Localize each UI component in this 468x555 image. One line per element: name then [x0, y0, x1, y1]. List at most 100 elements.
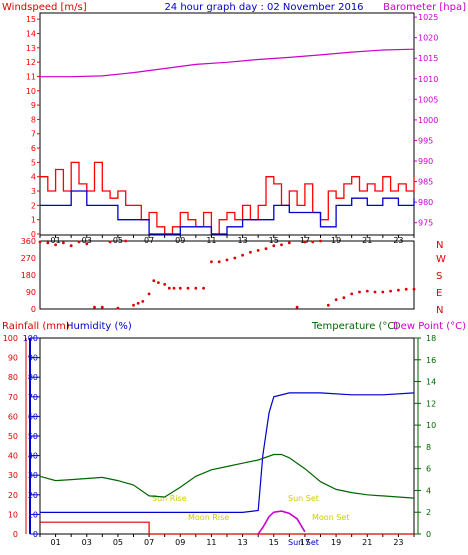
wind-y-tick-label: 5 — [31, 158, 36, 167]
wind-panel-frame — [39, 12, 415, 236]
direction-point — [163, 283, 167, 286]
direction-point — [381, 290, 385, 294]
wind-x-tick-label: 11 — [206, 236, 216, 245]
temp-y-tick-label: 8 — [426, 443, 431, 452]
wind-x-tick-label: 03 — [82, 236, 92, 245]
direction-panel-frame — [39, 240, 415, 310]
rainfall-line — [40, 521, 414, 535]
direction-point — [77, 240, 81, 244]
direction-point — [202, 286, 206, 290]
temp-y-tick-label: 12 — [426, 399, 436, 408]
wind-y-tick-label: 12 — [26, 58, 36, 67]
direction-point — [152, 279, 156, 283]
barometer-axis-label: Barometer [hpa] — [383, 2, 466, 13]
direction-point — [280, 243, 283, 247]
direction-point — [172, 286, 176, 290]
wind-y-tick-label: 13 — [26, 44, 36, 53]
direction-point — [373, 290, 377, 294]
baro-y-tick-label: 995 — [418, 136, 433, 145]
wind-y-tick-label: 15 — [26, 15, 36, 24]
direction-point — [249, 250, 252, 254]
direction-point — [69, 244, 73, 248]
direction-point — [93, 305, 96, 309]
wind-x-tick-label: 09 — [175, 236, 185, 245]
temp-panel-frame — [39, 337, 415, 535]
direction-point — [108, 240, 112, 244]
baro-y-tick-label: 985 — [418, 178, 433, 187]
baro-y-tick-label: 1010 — [418, 75, 438, 84]
direction-point — [342, 296, 346, 300]
wind-y-tick-label: 4 — [31, 173, 36, 182]
wind-y-tick-label: 7 — [31, 130, 36, 139]
direction-point — [350, 292, 354, 296]
temp-y-tick-label: 0 — [426, 530, 431, 539]
direction-point — [334, 298, 338, 301]
rain-y-tick-label: 40 — [8, 452, 18, 461]
humidity-axis-label: Humidity (%) — [66, 321, 132, 332]
wind-y-tick-label: 1 — [31, 216, 36, 225]
compass-label: S — [436, 271, 442, 282]
direction-point — [38, 240, 42, 244]
rain-y-tick-label: 90 — [8, 354, 18, 363]
temp-y-tick-label: 14 — [426, 378, 436, 387]
direction-y-tick-label: 90 — [26, 288, 36, 297]
temp-x-tick-label: 03 — [82, 538, 92, 547]
direction-point — [124, 239, 128, 243]
wind-y-tick-label: 8 — [31, 115, 36, 124]
direction-point — [85, 242, 89, 246]
wind-x-tick-label: 23 — [393, 236, 403, 245]
direction-point — [147, 292, 151, 296]
dewpoint-line — [257, 510, 306, 535]
temp-x-tick-label: 09 — [175, 538, 185, 547]
baro-y-tick-label: 1005 — [418, 95, 438, 104]
rain-y-tick-label: 20 — [8, 491, 18, 500]
temp-x-tick-label: 07 — [144, 538, 154, 547]
temp-x-tick-label: 19 — [331, 538, 341, 547]
baro-y-tick-label: 980 — [418, 198, 433, 207]
temp-y-tick-label: 4 — [426, 486, 431, 495]
direction-point — [132, 303, 135, 307]
rain-y-tick-label: 30 — [8, 471, 18, 480]
sun-set-label: Sun Set — [288, 494, 319, 503]
direction-point — [116, 306, 120, 310]
temp-x-tick-label: 21 — [362, 538, 372, 547]
rain-y-tick-label: 70 — [8, 393, 18, 402]
direction-point — [256, 249, 260, 252]
compass-label: E — [436, 288, 442, 299]
baro-y-tick-label: 1015 — [418, 54, 438, 63]
direction-point — [295, 305, 299, 309]
baro-y-tick-label: 1020 — [418, 34, 438, 43]
sun-rise-label: Sun Rise — [152, 494, 187, 503]
wind-y-tick-label: 6 — [31, 144, 36, 153]
wind-x-tick-label: 07 — [144, 236, 154, 245]
wind-x-tick-label: 15 — [269, 236, 279, 245]
rain-y-tick-label: 80 — [8, 373, 18, 382]
direction-point — [157, 281, 160, 284]
wind-y-tick-label: 9 — [31, 101, 36, 110]
rain-y-tick-label: 100 — [3, 334, 18, 343]
direction-point — [241, 253, 245, 257]
direction-point — [326, 303, 330, 307]
rain-y-tick-label: 60 — [8, 412, 18, 421]
dewpoint-axis-label: Dew Point (°C) — [393, 321, 466, 332]
direction-point — [233, 256, 237, 260]
wind-x-tick-label: 17 — [300, 236, 310, 245]
temp-x-tick-label: 17 — [300, 538, 310, 547]
wind-y-tick-label: 10 — [26, 87, 36, 96]
rain-y-tick-label: 10 — [8, 510, 18, 519]
wind-x-tick-label: 05 — [113, 236, 123, 245]
temp-y-tick-label: 2 — [426, 508, 431, 517]
temp-x-tick-label: 13 — [237, 538, 247, 547]
wind-x-tick-label: 01 — [50, 236, 60, 245]
windspeed-line — [40, 161, 415, 235]
temp-y-tick-label: 10 — [426, 421, 436, 430]
wind-x-tick-label: 21 — [362, 236, 372, 245]
humidity-line — [40, 392, 415, 513]
direction-y-tick-label: 180 — [21, 271, 36, 280]
rainfall-axis-label: Rainfall (mm) — [2, 321, 70, 332]
direction-point — [264, 247, 268, 251]
chart-marks: 1514131211109876543210102510201015101010… — [3, 13, 446, 547]
temp-x-tick-label: 15 — [269, 538, 279, 547]
